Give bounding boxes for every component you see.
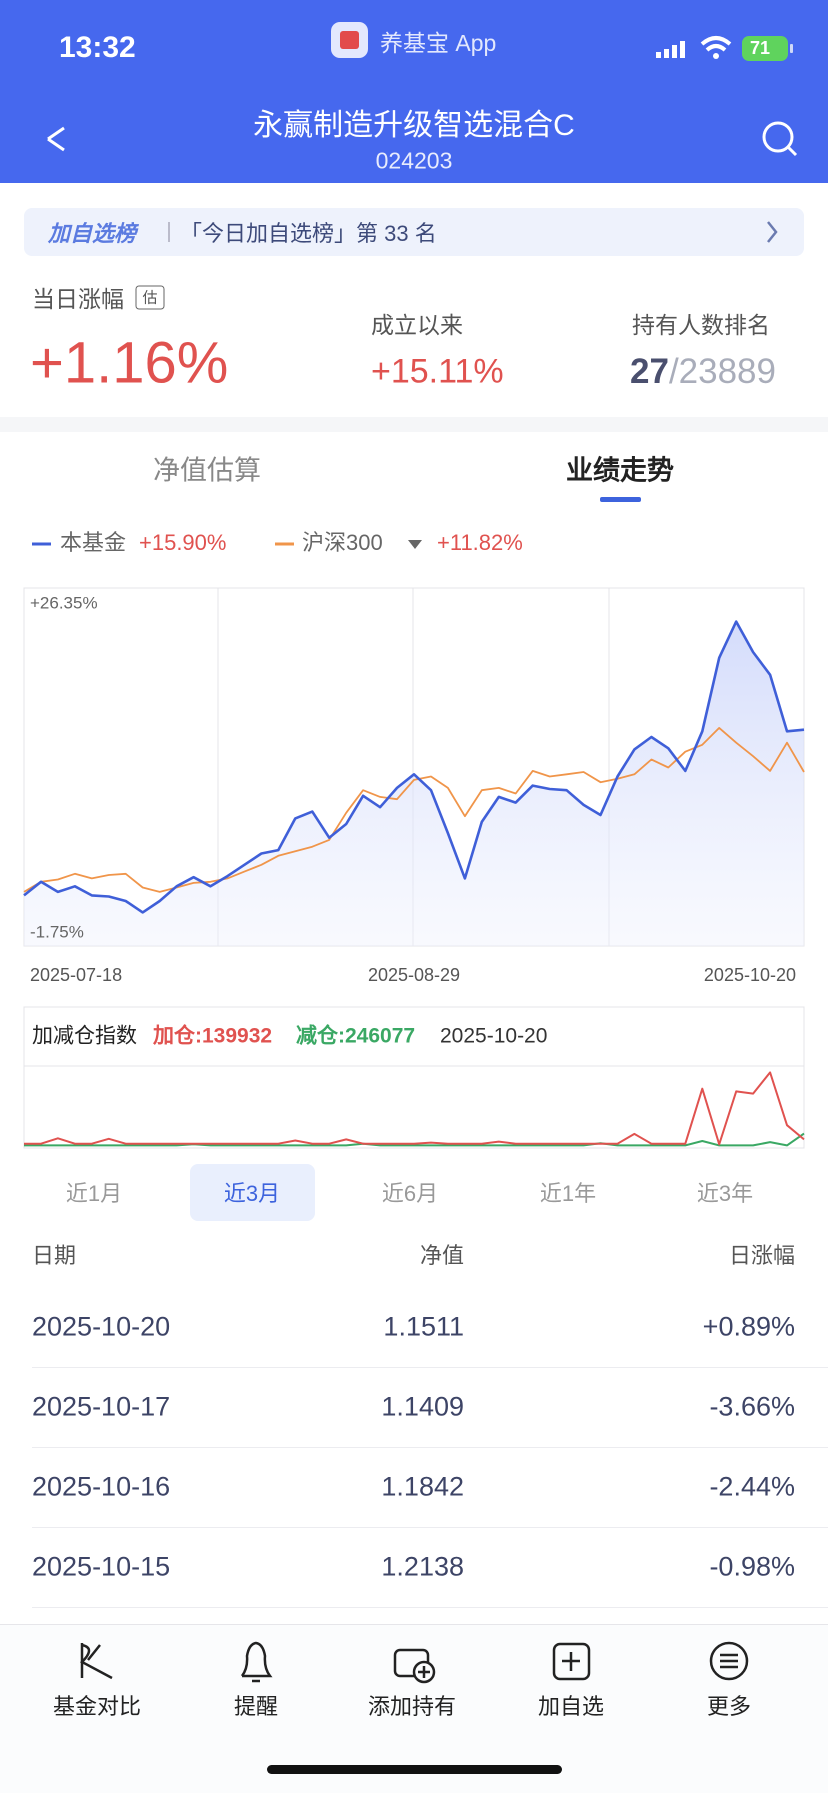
row-date: 2025-10-17 (32, 1391, 171, 1422)
banner-tag: 加自选榜 (48, 221, 137, 246)
battery-tip (790, 44, 793, 53)
stat-rank: 27/23889 (630, 352, 776, 392)
stat-badge: 估 (142, 289, 158, 307)
battery-icon (742, 36, 788, 61)
app-name: 养基宝 App (380, 30, 497, 56)
column-header: 日涨幅 (728, 1243, 795, 1268)
stat-value: +1.16% (30, 330, 229, 396)
row-divider (32, 1607, 828, 1608)
separator (0, 417, 828, 432)
dropdown-icon[interactable] (408, 540, 422, 549)
home-indicator (267, 1765, 562, 1774)
area (24, 621, 804, 946)
app-icon-mark (340, 31, 359, 49)
row-change: +0.89% (702, 1311, 795, 1342)
flow-date: 2025-10-20 (440, 1025, 547, 1048)
stat-label: 持有人数排名 (632, 312, 770, 338)
period-tab-active[interactable]: 近3月 (223, 1181, 281, 1206)
series-line (24, 1132, 805, 1147)
add-icon[interactable] (552, 1642, 591, 1681)
rank-total: /23889 (668, 352, 776, 391)
x-tick-label: 2025-07-18 (30, 965, 122, 985)
search-icon-handle (786, 145, 798, 157)
series-line (23, 727, 805, 893)
chevron-icon (767, 221, 778, 243)
back-icon[interactable] (47, 126, 65, 152)
more-icon[interactable] (709, 1641, 749, 1681)
legend-name: 本基金 (60, 530, 126, 555)
banner-text: 「今日加自选榜」第 33 名 (180, 221, 437, 246)
series-line (23, 620, 805, 914)
series-line (24, 1071, 805, 1146)
flow-reduce-label: 减仓:246077 (296, 1024, 415, 1048)
row-date: 2025-10-15 (32, 1551, 171, 1582)
tab-active[interactable]: 业绩走势 (566, 455, 674, 486)
legend-name[interactable]: 沪深300 (302, 530, 383, 555)
toolbar-label[interactable]: 更多 (706, 1694, 752, 1719)
toolbar (0, 1624, 828, 1793)
x-tick-label: 2025-08-29 (368, 965, 460, 985)
period-tab[interactable]: 近6月 (381, 1181, 439, 1206)
period-selected-bg (190, 1164, 315, 1221)
period-tab[interactable]: 近1年 (539, 1181, 597, 1206)
column-header: 日期 (32, 1243, 77, 1268)
row-date: 2025-10-16 (32, 1471, 171, 1502)
row-nav: 1.2138 (381, 1551, 464, 1582)
row-divider (32, 1527, 828, 1528)
fund-code: 024203 (375, 147, 453, 174)
fund-title: 永赢制造升级智选混合C (253, 109, 575, 142)
legend-value: +11.82% (437, 530, 523, 555)
toolbar-label[interactable]: 基金对比 (52, 1694, 142, 1719)
row-change: -2.44% (709, 1471, 795, 1502)
row-change: -0.98% (709, 1551, 795, 1582)
tab[interactable]: 净值估算 (153, 455, 261, 486)
compare-icon[interactable] (79, 1643, 113, 1680)
row-nav: 1.1511 (383, 1311, 464, 1342)
toolbar-label[interactable]: 加自选 (537, 1694, 605, 1719)
wifi-icon (700, 36, 732, 52)
stat-label: 当日涨幅 (32, 286, 124, 312)
y-tick-label: -1.75% (30, 922, 84, 941)
status-time: 13:32 (59, 31, 136, 64)
y-tick-label: +26.35% (30, 593, 98, 612)
tab-underline (600, 497, 641, 502)
flow-frame (23, 1006, 805, 1149)
toolbar-label[interactable]: 提醒 (233, 1694, 279, 1719)
bell-icon[interactable] (240, 1641, 273, 1683)
banner[interactable] (24, 208, 804, 256)
header-bg (0, 0, 828, 183)
badge-box (135, 285, 165, 310)
row-nav: 1.1409 (381, 1391, 464, 1422)
rank: 27 (630, 352, 669, 391)
period-tab[interactable]: 近1月 (65, 1181, 123, 1206)
row-date: 2025-10-20 (32, 1311, 171, 1342)
stat-value: +15.11% (371, 352, 504, 391)
flow-add-label: 加仓:139932 (152, 1024, 272, 1048)
legend-value: +15.90% (139, 530, 226, 555)
row-nav: 1.1842 (381, 1471, 464, 1502)
signal-icon (656, 41, 685, 58)
row-change: -3.66% (709, 1391, 795, 1422)
row-divider (32, 1367, 828, 1368)
wifi-dot (713, 53, 719, 59)
stat-label: 成立以来 (371, 312, 463, 338)
toolbar-label[interactable]: 添加持有 (367, 1694, 457, 1719)
column-header: 净值 (419, 1243, 464, 1268)
x-tick-label: 2025-10-20 (704, 965, 796, 985)
battery-level: 71 (750, 38, 770, 58)
period-tab[interactable]: 近3年 (696, 1181, 754, 1206)
flow-title: 加减仓指数 (32, 1025, 137, 1048)
row-divider (32, 1447, 828, 1448)
search-icon[interactable] (762, 121, 794, 153)
